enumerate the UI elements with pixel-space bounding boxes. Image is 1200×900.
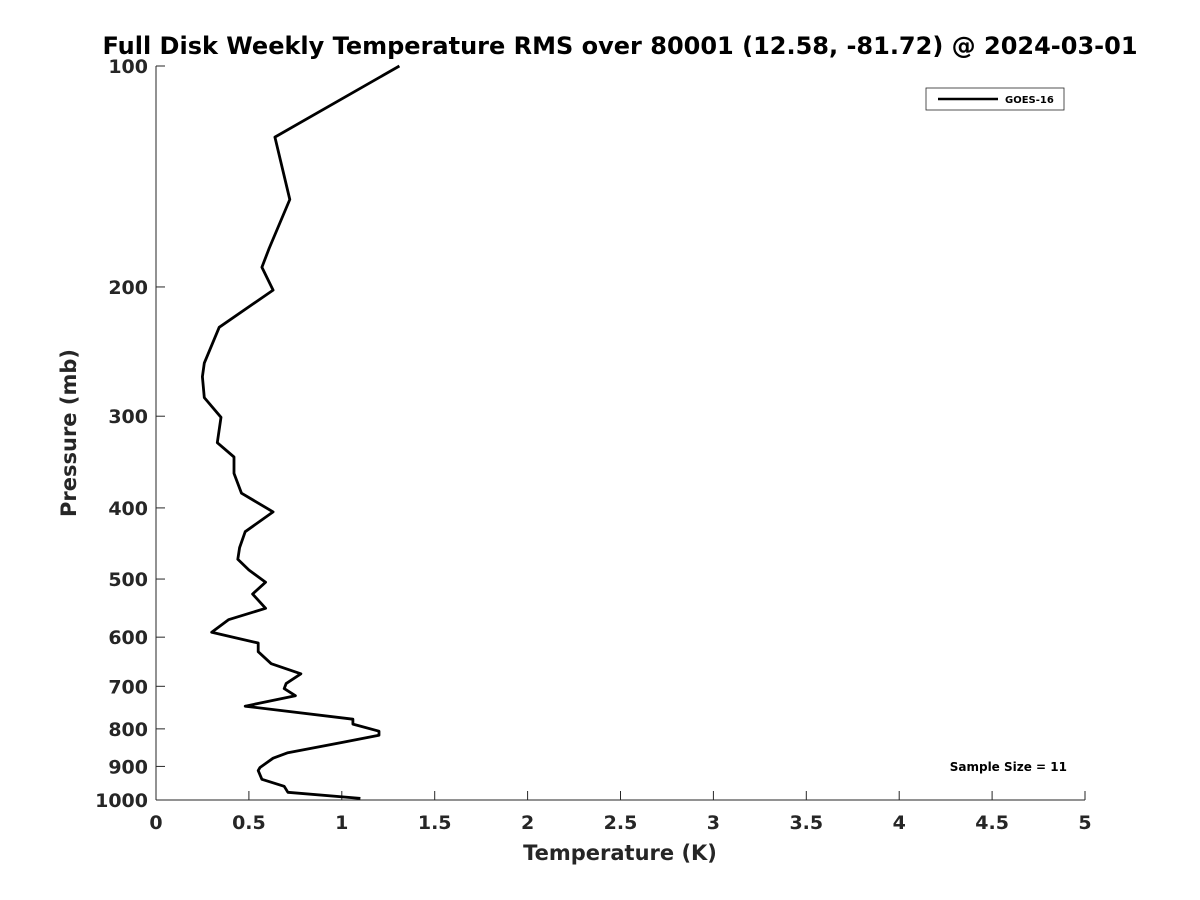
- x-tick-label: 4: [893, 812, 906, 834]
- x-ticks: 0 0.5 1 1.5 2 2.5 3 3.5 4 4.5 5: [149, 791, 1092, 834]
- plot-area: [155, 66, 1085, 801]
- x-tick-label: 2: [521, 812, 534, 834]
- x-tick-label: 1.5: [418, 812, 452, 834]
- x-tick-label: 4.5: [975, 812, 1009, 834]
- legend: GOES-16: [925, 87, 1065, 111]
- chart-title: Full Disk Weekly Temperature RMS over 80…: [102, 32, 1137, 60]
- y-tick-label: 700: [108, 676, 148, 698]
- legend-label-goes-16: GOES-16: [1005, 95, 1054, 106]
- x-tick-label: 3.5: [789, 812, 823, 834]
- y-ticks: 100 200 300 400 500 600 700 800 900 1000: [95, 56, 165, 812]
- y-tick-label: 300: [108, 406, 148, 428]
- x-tick-label: 0.5: [232, 812, 266, 834]
- x-tick-label: 2.5: [604, 812, 638, 834]
- y-tick-label: 400: [108, 498, 148, 520]
- x-tick-label: 5: [1078, 812, 1091, 834]
- x-tick-label: 1: [335, 812, 348, 834]
- x-tick-label: 0: [149, 812, 162, 834]
- series-layer: [200, 64, 401, 800]
- x-tick-label: 3: [707, 812, 720, 834]
- y-tick-label: 100: [108, 56, 148, 78]
- y-tick-label: 900: [108, 756, 148, 778]
- y-axis-label: Pressure (mb): [57, 349, 81, 517]
- y-tick-label: 800: [108, 719, 148, 741]
- y-tick-label: 1000: [95, 790, 148, 812]
- x-axis-label: Temperature (K): [523, 841, 717, 865]
- y-tick-label: 600: [108, 627, 148, 649]
- y-tick-label: 200: [108, 277, 148, 299]
- sample-size-annotation: Sample Size = 11: [950, 760, 1067, 774]
- y-tick-label: 500: [108, 569, 148, 591]
- series-line-goes-16: [200, 64, 401, 800]
